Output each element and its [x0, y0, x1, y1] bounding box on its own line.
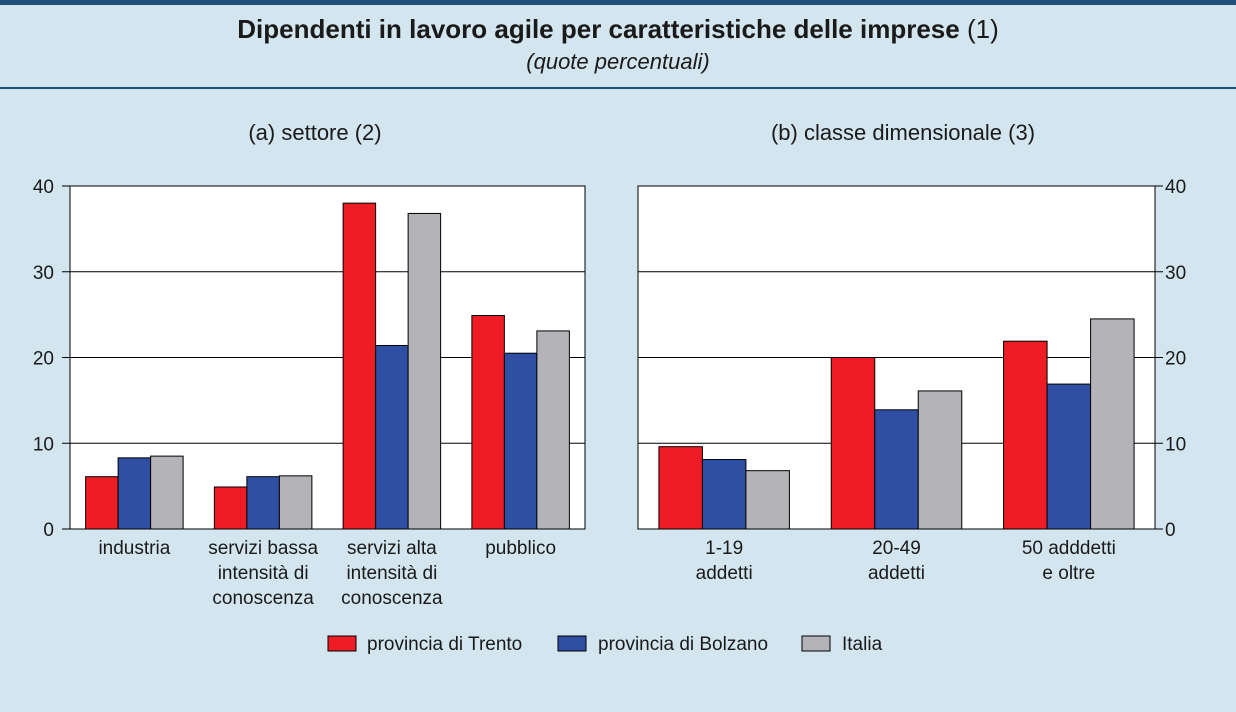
- bar-bolzano: [503, 352, 538, 530]
- bar-trento: [85, 476, 119, 530]
- y-tick-label: 10: [1165, 434, 1186, 455]
- legend-label: Italia: [842, 634, 883, 655]
- chart-panel-a: (a) settore (2) 0 10 20 30 40 industria servizi…: [33, 120, 586, 609]
- legend-label: provincia di Bolzano: [598, 634, 768, 655]
- y-tick-label: 20: [33, 349, 54, 370]
- bar-bolzano: [375, 344, 409, 530]
- plot-frame: [69, 185, 586, 530]
- x-tick-label: intensità di: [218, 563, 309, 584]
- bar-bolzano: [246, 476, 280, 530]
- x-tick-label: e oltre: [1042, 563, 1095, 584]
- bar-bolzano: [874, 409, 919, 530]
- legend: provincia di Trento provincia di Bolzano I…: [327, 634, 883, 655]
- bar-italia: [536, 330, 570, 530]
- chart-title-main: Dipendenti in lavoro agile per caratteri…: [237, 14, 960, 44]
- x-tick-label: conoscenza: [341, 588, 443, 609]
- x-tick-label: conoscenza: [212, 588, 314, 609]
- plot-frame: [637, 185, 1156, 530]
- y-tick-label: 30: [1165, 263, 1186, 284]
- x-tick-label: 50 adddetti: [1022, 538, 1116, 559]
- bar-italia: [278, 475, 313, 530]
- bar-italia: [1090, 318, 1135, 530]
- chart-header: Dipendenti in lavoro agile per caratteri…: [0, 14, 1236, 75]
- x-tick-label: servizi bassa: [208, 538, 318, 559]
- bar-italia: [150, 455, 184, 530]
- y-tick-label: 40: [1165, 177, 1186, 198]
- x-tick-label: 20-49: [872, 538, 921, 559]
- y-tick-label: 10: [33, 434, 54, 455]
- x-tick-label: intensità di: [346, 563, 437, 584]
- y-tick-label: 30: [33, 263, 54, 284]
- legend-swatch: [801, 635, 831, 652]
- bar-trento: [342, 202, 377, 530]
- bar-italia: [917, 390, 963, 530]
- y-tick-label: 20: [1165, 349, 1186, 370]
- bar-bolzano: [117, 457, 152, 530]
- panel-title: (b) classe dimensionale (3): [771, 120, 1035, 145]
- chart-title-note: (1): [966, 14, 999, 44]
- bar-bolzano: [1046, 383, 1092, 530]
- legend-swatch: [557, 635, 587, 652]
- chart-title: Dipendenti in lavoro agile per caratteri…: [0, 14, 1236, 45]
- title-rule: [0, 87, 1236, 89]
- x-tick-label: industria: [98, 538, 170, 559]
- bar-italia: [745, 470, 790, 530]
- x-tick-label: 1-19: [705, 538, 743, 559]
- y-tick-label: 0: [43, 520, 54, 541]
- top-rule: [0, 0, 1236, 5]
- x-tick-label: pubblico: [485, 538, 556, 559]
- y-tick-label: 0: [1165, 520, 1176, 541]
- bar-trento: [471, 314, 505, 530]
- chart-subtitle: (quote percentuali): [526, 49, 710, 74]
- x-tick-label: addetti: [868, 563, 925, 584]
- chart-panel-b: (b) classe dimensionale (3) 0 10 20 30 40 1-19…: [637, 120, 1186, 584]
- y-tick-label: 40: [33, 177, 54, 198]
- panel-title: (a) settore (2): [248, 120, 381, 145]
- bar-trento: [658, 446, 703, 530]
- legend-swatch: [327, 635, 357, 652]
- bar-trento: [830, 357, 876, 530]
- x-tick-label: addetti: [696, 563, 753, 584]
- bar-trento: [1003, 340, 1048, 530]
- bar-bolzano: [701, 459, 747, 530]
- bar-trento: [213, 486, 248, 530]
- bar-italia: [407, 212, 442, 530]
- legend-label: provincia di Trento: [367, 634, 522, 655]
- x-tick-label: servizi alta: [347, 538, 437, 559]
